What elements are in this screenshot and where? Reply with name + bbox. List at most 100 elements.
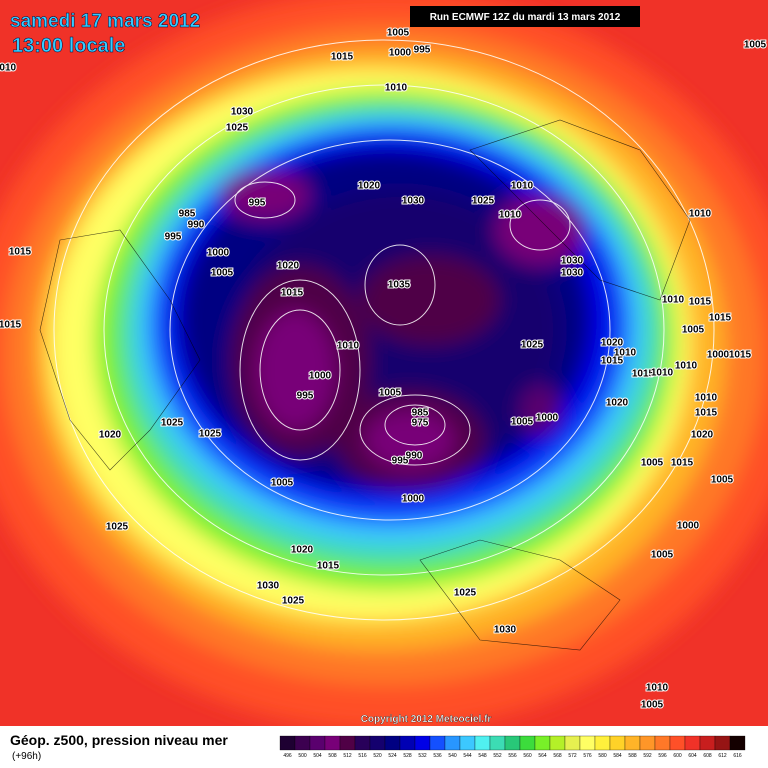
isobar-label: 1005 bbox=[651, 550, 674, 561]
isobar-label: 1025 bbox=[521, 340, 544, 351]
isobar-label: 1025 bbox=[226, 123, 249, 134]
isobar-label: 1000 bbox=[677, 521, 700, 532]
colorbar-swatch bbox=[459, 735, 476, 751]
colorbar-label: 600 bbox=[673, 753, 682, 759]
isobar-label: 1010 bbox=[675, 361, 698, 372]
isobar-label: 1010 bbox=[499, 210, 522, 221]
copyright: Copyright 2012 Meteociel.fr bbox=[361, 714, 492, 725]
isobar-label: 1005 bbox=[511, 417, 534, 428]
colorbar-label: 520 bbox=[373, 753, 382, 759]
isobar-label: 1015 bbox=[709, 313, 732, 324]
isobar-label: 995 bbox=[392, 456, 409, 467]
colorbar-swatch bbox=[324, 735, 341, 751]
isobar-label: 1000 bbox=[309, 371, 332, 382]
isobar-label: 1005 bbox=[711, 475, 734, 486]
colorbar-swatch bbox=[429, 735, 446, 751]
colorbar-label: 576 bbox=[583, 753, 592, 759]
colorbar-label: 616 bbox=[733, 753, 742, 759]
colorbar-label: 524 bbox=[388, 753, 397, 759]
time: 13:00 locale bbox=[12, 35, 125, 57]
isobar-label: 1020 bbox=[358, 181, 381, 192]
colorbar-label: 560 bbox=[523, 753, 532, 759]
isobar-label: 1030 bbox=[561, 268, 584, 279]
isobar-label: 1000 bbox=[207, 248, 230, 259]
colorbar-label: 568 bbox=[553, 753, 562, 759]
isobar-label: 1020 bbox=[606, 398, 629, 409]
colorbar-swatch bbox=[519, 735, 536, 751]
isobar-label: 1005 bbox=[682, 325, 705, 336]
field-name: Géop. z500, pression niveau mer bbox=[10, 732, 228, 748]
isobar-label: 1015 bbox=[0, 320, 22, 331]
colorbar-label: 580 bbox=[598, 753, 607, 759]
isobar-label: 1010 bbox=[511, 181, 534, 192]
colorbar-label: 508 bbox=[328, 753, 337, 759]
isobar-label: 1015 bbox=[729, 350, 752, 361]
colorbar-label: 532 bbox=[418, 753, 427, 759]
height-field bbox=[0, 0, 768, 726]
colorbar-swatch bbox=[369, 735, 386, 751]
colorbar-swatch bbox=[579, 735, 596, 751]
colorbar-swatch bbox=[594, 735, 611, 751]
isobar-label: 1015 bbox=[317, 561, 340, 572]
isobar-label: 1005 bbox=[271, 478, 294, 489]
isobar-label: 990 bbox=[406, 451, 423, 462]
isobar-label: 1025 bbox=[282, 596, 305, 607]
isobar-label: 1005 bbox=[387, 28, 410, 39]
colorbar-label: 496 bbox=[283, 753, 292, 759]
colorbar-swatch bbox=[444, 735, 461, 751]
isobar-label: 1030 bbox=[231, 107, 254, 118]
colorbar-label: 604 bbox=[688, 753, 697, 759]
colorbar-swatch bbox=[294, 735, 311, 751]
colorbar-swatch bbox=[354, 735, 371, 751]
isobar-label: 1010 bbox=[662, 295, 685, 306]
isobar-label: 995 bbox=[297, 391, 314, 402]
colorbar-swatch bbox=[639, 735, 656, 751]
isobar-label: 1015 bbox=[632, 369, 655, 380]
date: samedi 17 mars 2012 bbox=[10, 11, 200, 32]
isobar-label: 1020 bbox=[601, 338, 624, 349]
colorbar-swatch bbox=[564, 735, 581, 751]
isobar-label: 1025 bbox=[161, 418, 184, 429]
isobar-label: 1010 bbox=[651, 368, 674, 379]
isobar-label: 1020 bbox=[99, 430, 122, 441]
colorbar-swatch bbox=[339, 735, 356, 751]
isobar-label: 1020 bbox=[291, 545, 314, 556]
isobar-label: 1025 bbox=[454, 588, 477, 599]
colorbar-label: 512 bbox=[343, 753, 352, 759]
isobar-label: 1010 bbox=[695, 393, 718, 404]
isobar-label: 1005 bbox=[641, 700, 664, 711]
isobar-label: 1020 bbox=[691, 430, 714, 441]
run-info: Run ECMWF 12Z du mardi 13 mars 2012 bbox=[430, 12, 621, 23]
isobar-label: 1015 bbox=[695, 408, 718, 419]
colorbar-label: 572 bbox=[568, 753, 577, 759]
isobar-label: 990 bbox=[188, 220, 205, 231]
isobar-label: 1025 bbox=[472, 196, 495, 207]
isobar-label: 995 bbox=[249, 198, 266, 209]
colorbar-swatch bbox=[399, 735, 416, 751]
colorbar-label: 504 bbox=[313, 753, 322, 759]
colorbar-label: 544 bbox=[463, 753, 472, 759]
colorbar-swatch bbox=[609, 735, 626, 751]
isobar-label: 995 bbox=[414, 45, 431, 56]
isobar-label: 1010 bbox=[689, 209, 712, 220]
colorbar-label: 608 bbox=[703, 753, 712, 759]
colorbar-swatch bbox=[729, 735, 746, 751]
isobar-label: 1015 bbox=[9, 247, 32, 258]
colorbar-label: 596 bbox=[658, 753, 667, 759]
isobar-label: 1035 bbox=[388, 280, 411, 291]
isobar-label: 1030 bbox=[494, 625, 517, 636]
isobar-label: 1010 bbox=[614, 348, 637, 359]
colorbar-label: 556 bbox=[508, 753, 517, 759]
colorbar-label: 536 bbox=[433, 753, 442, 759]
isobar-label: 985 bbox=[179, 209, 196, 220]
isobar-label: 1015 bbox=[671, 458, 694, 469]
isobar-label: 1005 bbox=[641, 458, 664, 469]
colorbar-swatch bbox=[279, 735, 296, 751]
lead-time: (+96h) bbox=[12, 751, 41, 762]
isobar-label: 1000 bbox=[402, 494, 425, 505]
colorbar-label: 516 bbox=[358, 753, 367, 759]
isobar-label: 1000 bbox=[536, 413, 559, 424]
colorbar-label: 528 bbox=[403, 753, 412, 759]
isobar-label: 1015 bbox=[281, 288, 304, 299]
